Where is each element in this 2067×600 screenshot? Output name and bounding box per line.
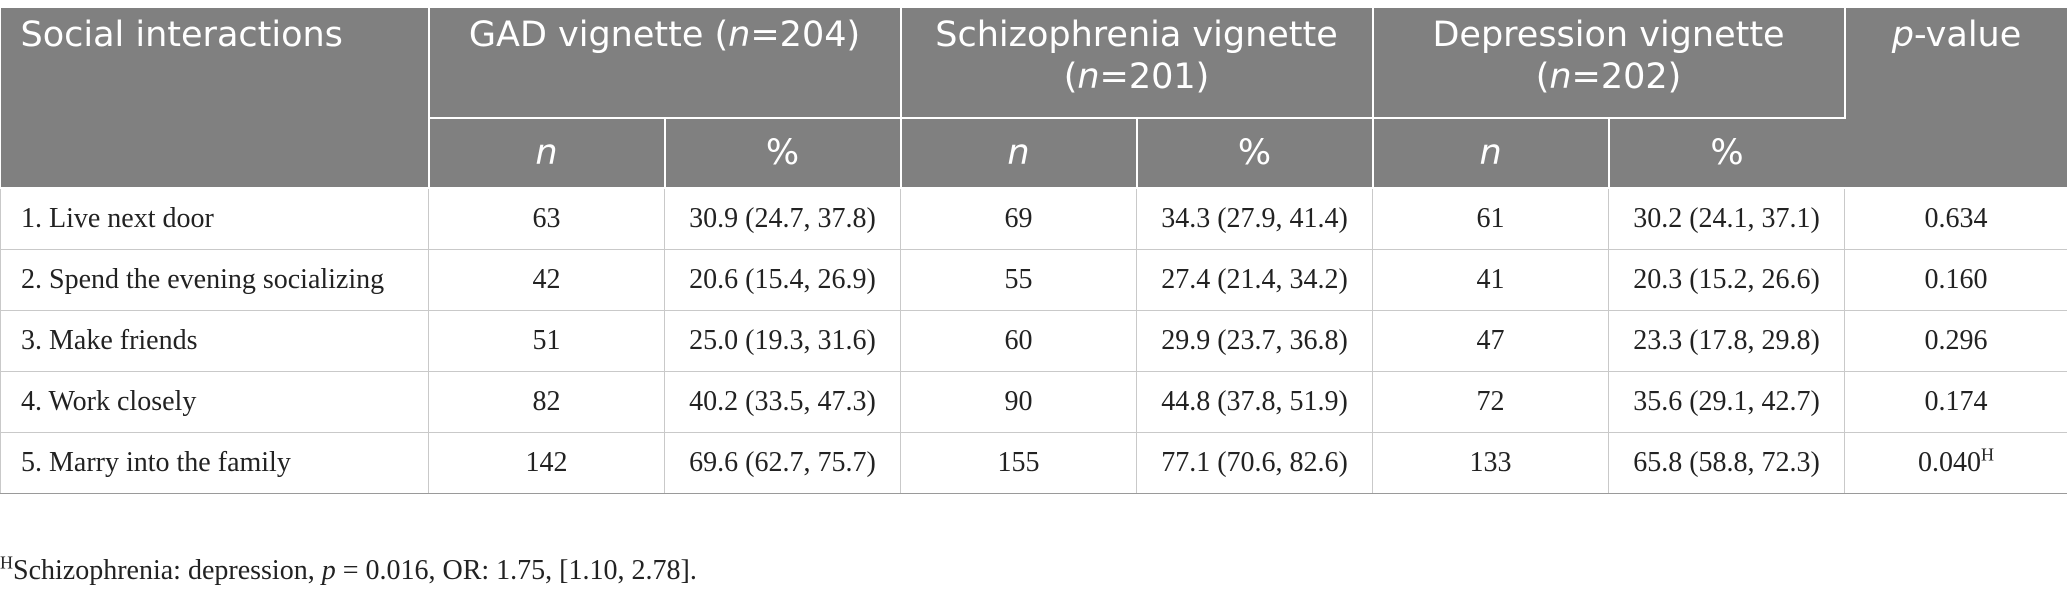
gad-n-cell: 42 <box>428 249 665 311</box>
p-value-cell: 0.634 <box>1844 188 2067 250</box>
sch-pct-cell: 29.9 (23.7, 36.8) <box>1136 310 1374 372</box>
row-label: 3. Make friends <box>0 310 429 372</box>
dep-n-cell: 41 <box>1372 249 1610 311</box>
dep-pct-cell: 23.3 (17.8, 29.8) <box>1608 310 1846 372</box>
row-label: 5. Marry into the family <box>0 432 429 494</box>
dep-pct-cell: 20.3 (15.2, 26.6) <box>1608 249 1846 311</box>
p-value-cell: 0.160 <box>1844 249 2067 311</box>
header-schizophrenia-vignette: Schizophrenia vignette (n=201) <box>900 8 1374 119</box>
sch-pct-cell: 34.3 (27.9, 41.4) <box>1136 188 1374 250</box>
subheader-gad-n: n <box>428 118 666 189</box>
dep-n-cell: 47 <box>1372 310 1610 372</box>
gad-n-cell: 63 <box>428 188 665 250</box>
dep-n-cell: 72 <box>1372 371 1610 433</box>
table-footnote: HSchizophrenia: depression, p = 0.016, O… <box>0 552 697 586</box>
row-label: 1. Live next door <box>0 188 429 250</box>
header-depression-vignette: Depression vignette (n=202) <box>1372 8 1846 119</box>
sch-pct-cell: 77.1 (70.6, 82.6) <box>1136 432 1374 494</box>
subheader-gad-pct: % <box>664 118 902 189</box>
gad-pct-cell: 25.0 (19.3, 31.6) <box>664 310 902 372</box>
gad-pct-cell: 40.2 (33.5, 47.3) <box>664 371 902 433</box>
results-table: Social interactions GAD vignette (n=204)… <box>0 8 2067 494</box>
row-label: 4. Work closely <box>0 371 429 433</box>
sch-n-cell: 69 <box>900 188 1138 250</box>
dep-pct-cell: 65.8 (58.8, 72.3) <box>1608 432 1846 494</box>
subheader-sch-pct: % <box>1136 118 1374 189</box>
gad-n-cell: 82 <box>428 371 665 433</box>
gad-n-cell: 142 <box>428 432 665 494</box>
header-social-interactions: Social interactions <box>0 8 430 189</box>
gad-pct-cell: 30.9 (24.7, 37.8) <box>664 188 902 250</box>
table-row: 5. Marry into the family 142 69.6 (62.7,… <box>0 432 2067 494</box>
gad-pct-cell: 69.6 (62.7, 75.7) <box>664 432 902 494</box>
gad-n-cell: 51 <box>428 310 665 372</box>
sch-n-cell: 90 <box>900 371 1138 433</box>
sch-n-cell: 60 <box>900 310 1138 372</box>
dep-pct-cell: 35.6 (29.1, 42.7) <box>1608 371 1846 433</box>
dep-pct-cell: 30.2 (24.1, 37.1) <box>1608 188 1846 250</box>
p-value-cell: 0.174 <box>1844 371 2067 433</box>
table-row: 1. Live next door 63 30.9 (24.7, 37.8) 6… <box>0 188 2067 250</box>
sch-pct-cell: 27.4 (21.4, 34.2) <box>1136 249 1374 311</box>
table-row: 4. Work closely 82 40.2 (33.5, 47.3) 90 … <box>0 371 2067 433</box>
row-label: 2. Spend the evening socializing <box>0 249 429 311</box>
header-p-value: p-value <box>1844 8 2067 189</box>
table-row: 3. Make friends 51 25.0 (19.3, 31.6) 60 … <box>0 310 2067 372</box>
p-value-cell: 0.296 <box>1844 310 2067 372</box>
sch-n-cell: 55 <box>900 249 1138 311</box>
dep-n-cell: 133 <box>1372 432 1610 494</box>
p-value-cell: 0.040H <box>1844 432 2067 494</box>
subheader-sch-n: n <box>900 118 1138 189</box>
dep-n-cell: 61 <box>1372 188 1610 250</box>
footnote-marker: H <box>0 552 13 573</box>
sch-n-cell: 155 <box>900 432 1138 494</box>
header-gad-vignette: GAD vignette (n=204) <box>428 8 902 119</box>
subheader-dep-pct: % <box>1608 118 1845 189</box>
gad-pct-cell: 20.6 (15.4, 26.9) <box>664 249 902 311</box>
subheader-dep-n: n <box>1372 118 1610 189</box>
table-row: 2. Spend the evening socializing 42 20.6… <box>0 249 2067 311</box>
sch-pct-cell: 44.8 (37.8, 51.9) <box>1136 371 1374 433</box>
